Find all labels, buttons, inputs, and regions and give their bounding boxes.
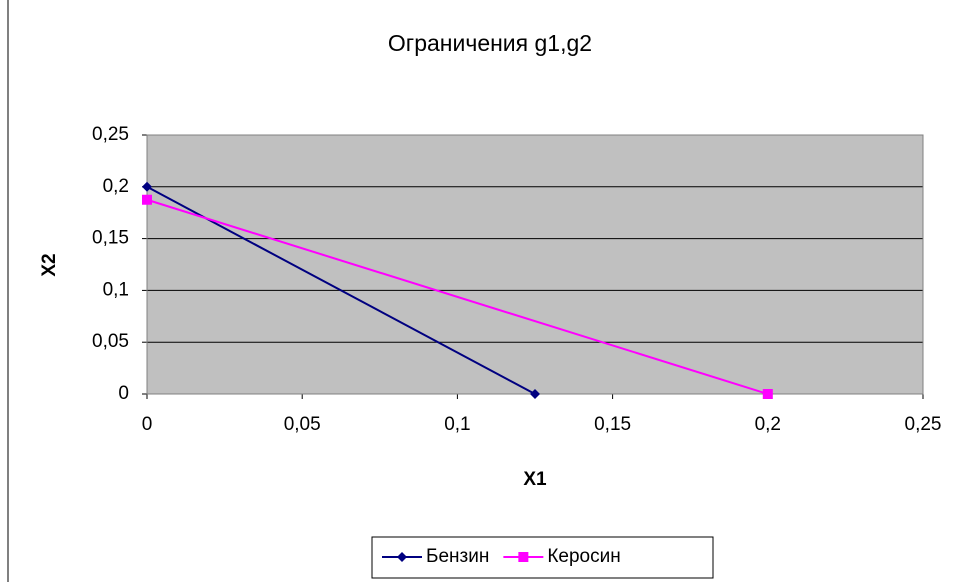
x-tick-label: 0,25 (905, 414, 942, 435)
legend-label: Керосин (547, 546, 620, 567)
y-tick-label: 0,05 (92, 331, 129, 352)
plot-area (147, 135, 923, 394)
x-tick-label: 0,1 (444, 414, 470, 435)
data-point (142, 181, 152, 192)
data-point (530, 389, 540, 399)
y-tick-label: 0,25 (92, 124, 129, 145)
data-point (762, 389, 773, 399)
y-axis-label: X2 (39, 253, 60, 276)
y-tick-label: 0,2 (103, 176, 129, 197)
x-tick-label: 0 (142, 414, 153, 435)
series-line (146, 198, 769, 395)
legend-label: Бензин (426, 546, 489, 567)
y-tick-label: 0,1 (103, 279, 129, 300)
x-tick-label: 0,15 (594, 414, 631, 435)
series-line (146, 185, 536, 395)
y-tick-label: 0,15 (92, 228, 129, 249)
legend-marker (397, 552, 407, 562)
legend-marker (518, 552, 529, 562)
data-point (142, 194, 152, 205)
x-tick-label: 0,05 (284, 414, 321, 435)
x-tick-label: 0,2 (755, 414, 781, 435)
y-tick-label: 0 (118, 383, 129, 404)
chart-title: Ограничения g1,g2 (388, 30, 592, 56)
x-axis-label: X1 (523, 469, 547, 490)
